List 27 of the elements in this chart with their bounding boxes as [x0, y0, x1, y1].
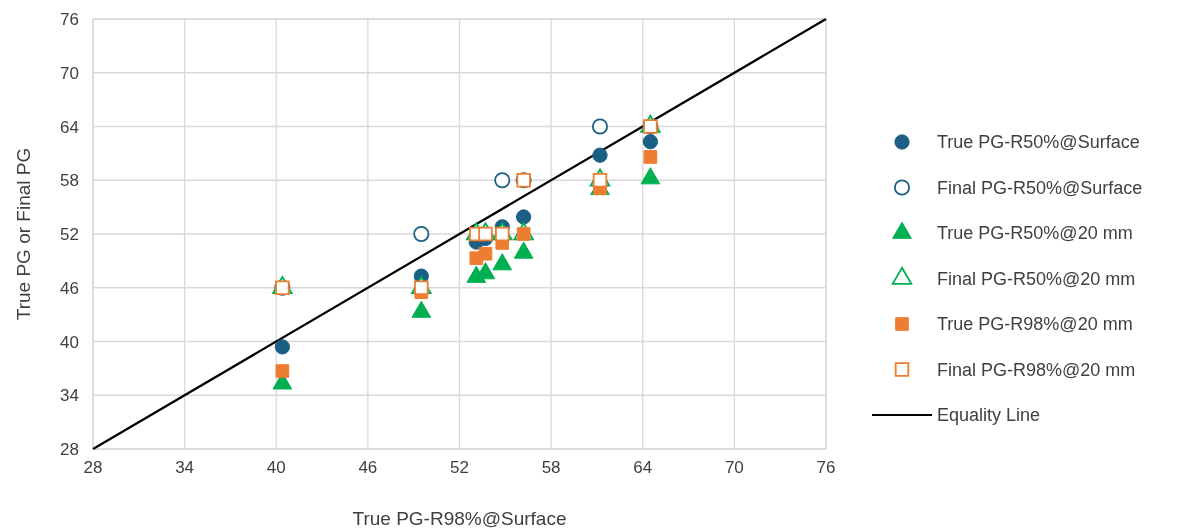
legend-label: Final PG-R50%@20 mm: [937, 268, 1136, 289]
y-tick-label: 76: [60, 10, 79, 29]
x-tick-label: 76: [816, 458, 836, 477]
y-tick-label: 52: [60, 225, 79, 244]
x-tick-label: 40: [266, 458, 286, 477]
legend-label: True PG-R50%@20 mm: [937, 223, 1133, 243]
legend-label: True PG-R98%@20 mm: [937, 314, 1133, 334]
x-tick-label: 34: [175, 458, 195, 477]
y-tick-label: 40: [60, 332, 79, 352]
x-tick-label: 64: [633, 458, 653, 477]
y-axis-title: True PG or Final PG: [13, 147, 34, 321]
x-tick-label: 70: [724, 458, 744, 477]
legend-label: Equality Line: [937, 405, 1041, 425]
legend-label: True PG-R50%@Surface: [937, 132, 1140, 152]
y-tick-label: 70: [60, 63, 79, 83]
y-tick-label: 34: [60, 386, 79, 406]
x-axis-title: True PG-R98%@Surface: [352, 508, 567, 529]
x-tick-label: 52: [450, 458, 469, 477]
x-tick-label: 46: [358, 458, 378, 477]
y-tick-label: 46: [60, 278, 79, 298]
y-tick-label: 64: [60, 117, 79, 137]
legend-label: Final PG-R98%@20 mm: [937, 359, 1136, 380]
x-tick-label: 28: [83, 458, 103, 477]
y-tick-label: 58: [60, 171, 79, 191]
x-tick-label: 58: [541, 458, 561, 477]
legend-label: Final PG-R50%@Surface: [937, 177, 1143, 198]
y-tick-label: 28: [60, 440, 79, 459]
